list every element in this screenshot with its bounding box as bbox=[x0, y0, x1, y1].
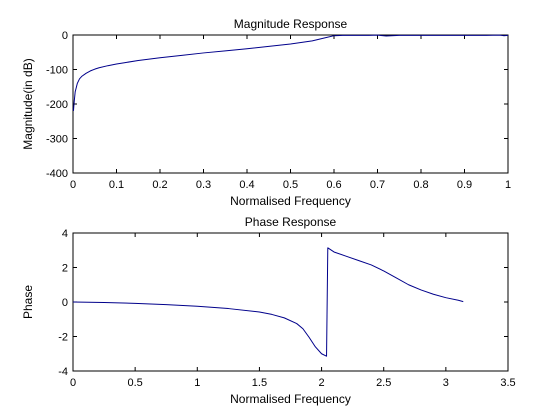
phase-series-line bbox=[72, 247, 464, 357]
magnitude-x-tick-label: 0.5 bbox=[283, 179, 298, 191]
magnitude-x-tick-label: 0.2 bbox=[152, 179, 167, 191]
magnitude-x-tick-label: 0.7 bbox=[370, 179, 385, 191]
magnitude-series-line bbox=[72, 34, 509, 111]
phase-x-tick-label: 0.5 bbox=[127, 377, 142, 389]
phase-y-tick-label: -2 bbox=[58, 332, 68, 344]
magnitude-x-axis-label: Normalised Frequency bbox=[230, 194, 351, 208]
magnitude-chart-title: Magnitude Response bbox=[234, 17, 348, 31]
magnitude-y-tick-label: 0 bbox=[62, 30, 68, 42]
magnitude-y-tick-label: -200 bbox=[46, 99, 68, 111]
phase-x-tick-label: 3.5 bbox=[500, 377, 515, 389]
phase-y-axis-label: Phase bbox=[21, 285, 35, 319]
phase-y-tick-label: 0 bbox=[62, 297, 68, 309]
magnitude-response-chart: Magnitude Response Normalised Frequency Ma… bbox=[21, 17, 511, 208]
magnitude-x-tick-label: 1 bbox=[505, 179, 511, 191]
magnitude-x-tick-label: 0.3 bbox=[196, 179, 211, 191]
phase-x-axis-label: Normalised Frequency bbox=[230, 392, 351, 406]
magnitude-y-axis-label: Magnitude(in dB) bbox=[21, 58, 35, 149]
magnitude-x-tick-label: 0.4 bbox=[239, 179, 254, 191]
phase-x-tick-label: 1 bbox=[194, 377, 200, 389]
phase-x-tick-label: 3 bbox=[443, 377, 449, 389]
magnitude-x-tick-label: 0.9 bbox=[457, 179, 472, 191]
magnitude-x-tick-label: 0.6 bbox=[326, 179, 341, 191]
phase-y-tick-label: 4 bbox=[62, 228, 68, 240]
phase-y-tick-label: 2 bbox=[62, 263, 68, 275]
magnitude-x-tick-label: 0.1 bbox=[109, 179, 124, 191]
phase-y-tick-label: -4 bbox=[58, 366, 68, 378]
magnitude-plot-frame bbox=[72, 34, 509, 174]
phase-chart-title: Phase Response bbox=[245, 215, 337, 229]
magnitude-y-tick-label: -400 bbox=[46, 168, 68, 180]
magnitude-x-tick-label: 0 bbox=[70, 179, 76, 191]
phase-x-tick-label: 1.5 bbox=[252, 377, 267, 389]
magnitude-x-tick-label: 0.8 bbox=[413, 179, 428, 191]
phase-x-tick-label: 0 bbox=[70, 377, 76, 389]
magnitude-y-tick-label: -300 bbox=[46, 134, 68, 146]
magnitude-y-tick-label: -100 bbox=[46, 65, 68, 77]
phase-response-chart: Phase Response Normalised Frequency Phase 0… bbox=[21, 215, 516, 406]
phase-plot-frame bbox=[72, 232, 509, 372]
phase-x-tick-label: 2 bbox=[319, 377, 325, 389]
phase-x-tick-label: 2.5 bbox=[376, 377, 391, 389]
